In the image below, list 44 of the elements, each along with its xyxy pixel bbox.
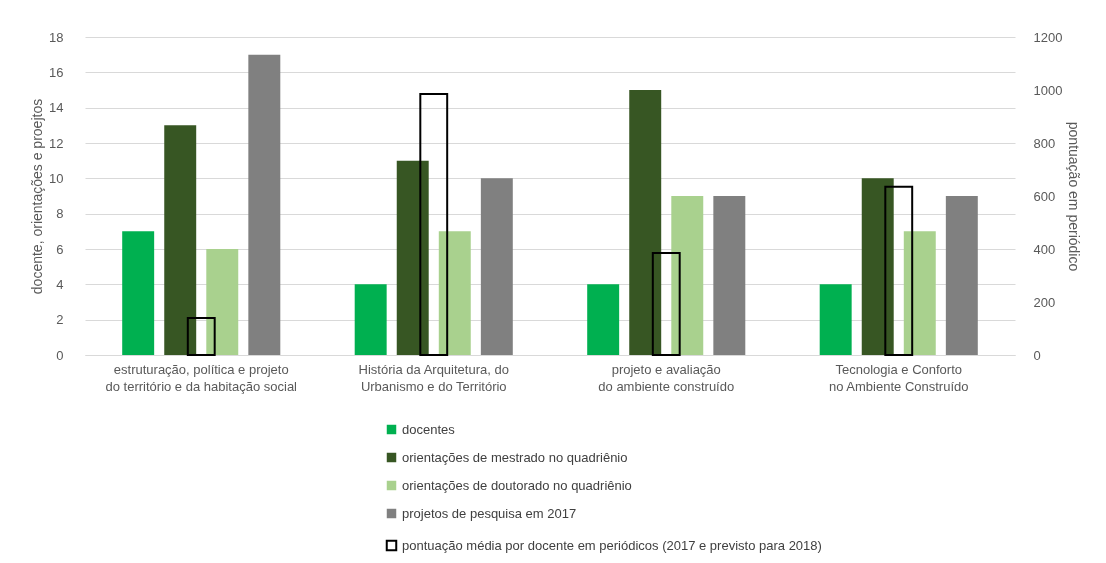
- y2-axis-title: pontuação em periódico: [1066, 121, 1083, 272]
- y2-tick-label: 800: [1033, 135, 1056, 151]
- bar: [945, 196, 978, 355]
- bar: [903, 231, 936, 355]
- x-tick-label: estruturação, política e projeto do território e da habitação social: [105, 361, 298, 394]
- bar: [861, 178, 894, 355]
- bar: [671, 196, 704, 355]
- y2-tick-label: 1200: [1033, 29, 1063, 45]
- bar: [438, 231, 471, 355]
- y2-tick-label: 400: [1033, 241, 1056, 257]
- y-tick-label: 6: [56, 241, 64, 257]
- y-axis-title: docente, orientações e proejtos: [29, 98, 46, 295]
- x-tick-label: História da Arquitetura, do Urbanismo e do Território: [358, 361, 509, 394]
- y2-tick-label: 1000: [1033, 82, 1063, 98]
- x-tick-label: Tecnologia e Conforto no Ambiente Construído: [829, 361, 969, 394]
- legend-label: orientações de mestrado no quadriênio: [402, 449, 628, 465]
- bar: [480, 178, 513, 355]
- bar: [819, 284, 852, 355]
- y-tick-label: 14: [49, 100, 64, 116]
- legend-label: orientações de doutorado no quadriênio: [402, 477, 632, 493]
- x-tick-label: projeto e avaliação do ambiente construído: [598, 361, 735, 394]
- y-tick-label: 8: [56, 206, 64, 222]
- bar: [122, 231, 155, 355]
- bar: [396, 160, 429, 355]
- legend-label: docentes: [402, 421, 456, 437]
- y-tick-label: 2: [56, 312, 64, 328]
- y2-tick-label: 200: [1033, 294, 1056, 310]
- bar: [206, 249, 239, 355]
- bar: [587, 284, 620, 355]
- y2-tick-label: 0: [1033, 347, 1041, 363]
- y-tick-label: 0: [56, 347, 64, 363]
- bar: [164, 125, 197, 355]
- legend-label: pontuação média por docente em periódicos (2017 e previsto para 2018): [402, 537, 822, 553]
- bar: [629, 90, 662, 355]
- bar: [713, 196, 746, 355]
- y-tick-label: 12: [49, 135, 64, 151]
- y-tick-label: 4: [56, 276, 64, 292]
- bar: [354, 284, 387, 355]
- y-tick-label: 16: [49, 64, 64, 80]
- bar: [248, 54, 281, 355]
- y2-tick-label: 600: [1033, 188, 1056, 204]
- y-tick-label: 10: [49, 170, 64, 186]
- y-tick-label: 18: [49, 29, 64, 45]
- legend-label: projetos de pesquisa em 2017: [402, 505, 577, 521]
